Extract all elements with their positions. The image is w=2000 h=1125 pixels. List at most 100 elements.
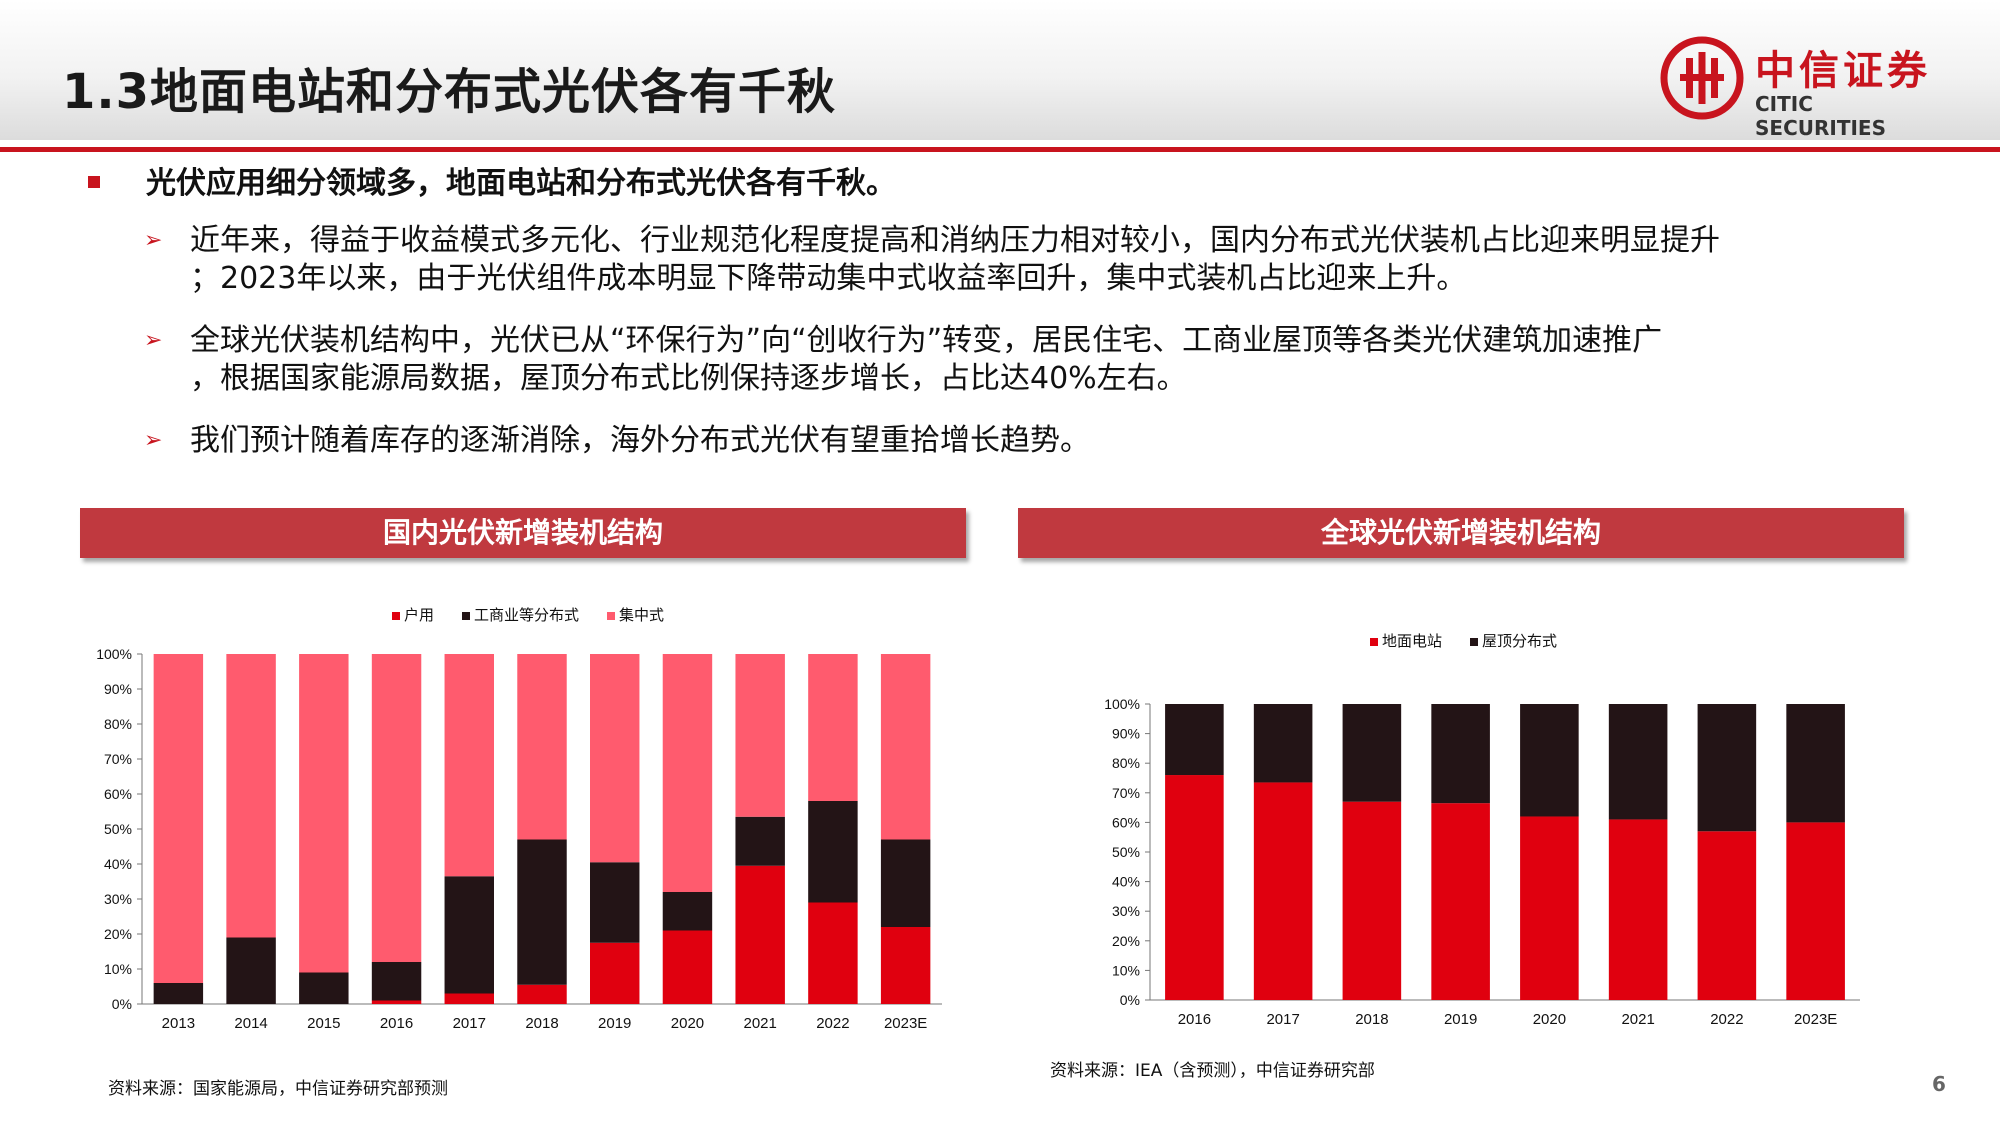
legend-swatch — [1470, 638, 1478, 646]
global-pv-chart: 地面电站 屋顶分布式 0% 10% 20% 30% 40% 50% 60% 70% 80% 90% 10… — [1104, 633, 1860, 1028]
legend-label: 工商业等分布式 — [474, 606, 579, 624]
page-number: 6 — [1932, 1072, 1946, 1096]
x-tick-label: 2014 — [234, 1015, 267, 1032]
bar-segment — [1253, 704, 1313, 783]
x-tick-label: 2020 — [671, 1015, 704, 1032]
bar-segment — [1431, 704, 1490, 804]
bar-segment — [1431, 803, 1490, 1000]
legend-swatch — [392, 612, 400, 620]
bar-segment — [880, 654, 931, 840]
y-tick-label: 60% — [104, 786, 132, 802]
bar-segment — [662, 892, 713, 931]
bar-segment — [299, 972, 349, 1004]
main-bullet: 光伏应用细分领域多，地面电站和分布式光伏各有千秋。 — [88, 158, 896, 202]
bar-segment — [444, 993, 494, 1004]
x-tick-label: 2013 — [162, 1015, 195, 1032]
bar-segment — [735, 654, 785, 817]
page-title: 1.3地面电站和分布式光伏各有千秋 — [62, 64, 837, 120]
sub-bullet-2: ➢ 全球光伏装机结构中，光伏已从“环保行为”向“创收行为”转变，居民住宅、工商业… — [144, 322, 1948, 398]
bar-segment — [1342, 704, 1402, 802]
bar-segment — [808, 902, 858, 1004]
y-tick-label: 100% — [1104, 696, 1140, 712]
y-tick-label: 40% — [104, 856, 132, 872]
bar-segment — [808, 801, 858, 903]
y-tick-label: 70% — [104, 751, 132, 767]
y-tick-label: 10% — [1112, 962, 1140, 978]
y-tick-label: 60% — [1112, 814, 1140, 830]
y-tick-label: 100% — [96, 646, 132, 662]
y-tick-label: 50% — [104, 821, 132, 837]
x-tick-label: 2019 — [598, 1015, 631, 1032]
bar-segment — [735, 816, 785, 866]
legend-swatch — [1370, 638, 1378, 646]
y-tick-label: 20% — [104, 926, 132, 942]
bar-segment — [1165, 775, 1224, 1000]
x-tick-label: 2019 — [1444, 1011, 1477, 1028]
x-tick-label: 2023E — [1794, 1011, 1837, 1028]
y-tick-label: 30% — [1112, 903, 1140, 919]
citic-emblem-icon — [1660, 36, 1744, 120]
sub-bullet-line: 近年来，得益于收益模式多元化、行业规范化程度提高和消纳压力相对较小，国内分布式光… — [190, 223, 1720, 258]
x-tick-label: 2016 — [380, 1015, 413, 1032]
left-source-note: 资料来源：国家能源局，中信证券研究部预测 — [108, 1079, 448, 1099]
arrow-bullet-icon: ➢ — [144, 228, 163, 253]
domestic-pv-chart: 户用 工商业等分布式 集中式 0% 10% 20% 30% 40% 50% 60% 70% 80% 90… — [96, 606, 942, 1032]
x-tick-label: 2021 — [743, 1015, 776, 1032]
right-source-note: 资料来源：IEA（含预测），中信证券研究部 — [1050, 1061, 1375, 1081]
sub-bullet-line: ；2023年以来，由于光伏组件成本明显下降带动集中式收益率回升，集中式装机占比迎… — [190, 261, 1467, 296]
bar-segment — [735, 865, 785, 1004]
legend-label: 屋顶分布式 — [1482, 633, 1557, 650]
sub-bullet-line: 我们预计随着库存的逐渐消除，海外分布式光伏有望重拾增长趋势。 — [190, 423, 1090, 458]
bar-segment — [1608, 704, 1668, 820]
y-tick-label: 80% — [1112, 755, 1140, 771]
bar-segment — [444, 654, 494, 877]
header-divider — [0, 147, 2000, 152]
legend-label: 地面电站 — [1382, 633, 1442, 650]
legend-label: 户用 — [404, 607, 434, 624]
bar-segment — [371, 962, 422, 1001]
x-tick-label: 2022 — [1710, 1011, 1743, 1028]
bar-segment — [1520, 704, 1579, 817]
x-tick-label: 2023E — [884, 1015, 927, 1032]
legend-swatch — [462, 612, 470, 620]
left-chart-title: 国内光伏新增装机结构 — [80, 508, 966, 558]
y-tick-label: 50% — [1112, 844, 1140, 860]
bar-segment — [517, 984, 567, 1004]
sub-bullet-line: ，根据国家能源局数据，屋顶分布式比例保持逐步增长，占比达40%左右。 — [190, 361, 1187, 396]
x-tick-label: 2015 — [307, 1015, 340, 1032]
x-tick-label: 2020 — [1533, 1011, 1566, 1028]
bar-segment — [590, 862, 640, 943]
x-tick-label: 2017 — [1266, 1011, 1299, 1028]
sub-bullet-line: 全球光伏装机结构中，光伏已从“环保行为”向“创收行为”转变，居民住宅、工商业屋顶… — [190, 323, 1663, 358]
y-tick-label: 10% — [104, 961, 132, 977]
bar-segment — [1165, 704, 1224, 776]
x-tick-label: 2017 — [453, 1015, 486, 1032]
bar-segment — [444, 876, 494, 994]
bar-segment — [808, 654, 858, 801]
bar-segment — [153, 983, 204, 1004]
y-tick-label: 40% — [1112, 874, 1140, 890]
right-chart-title: 全球光伏新增装机结构 — [1018, 508, 1904, 558]
main-bullet-text: 光伏应用细分领域多，地面电站和分布式光伏各有千秋。 — [146, 166, 896, 201]
x-tick-label: 2016 — [1178, 1011, 1211, 1028]
bar-segment — [226, 937, 276, 1004]
sub-bullet-1: ➢ 近年来，得益于收益模式多元化、行业规范化程度提高和消纳压力相对较小，国内分布… — [144, 222, 1948, 298]
citic-logo: 中信证券 CITIC SECURITIES — [1660, 36, 1940, 140]
bar-segment — [880, 839, 931, 927]
bar-segment — [1608, 819, 1668, 1000]
y-tick-label: 0% — [1120, 992, 1140, 1008]
x-tick-label: 2021 — [1621, 1011, 1654, 1028]
logo-cn-text: 中信证券 — [1755, 48, 1931, 94]
bar-segment — [371, 1000, 422, 1004]
logo-en-text: CITIC SECURITIES — [1755, 92, 1886, 140]
bar-segment — [662, 930, 713, 1004]
bar-segment — [662, 654, 713, 892]
bar-segment — [299, 654, 349, 973]
bar-segment — [517, 839, 567, 985]
bar-segment — [226, 654, 276, 938]
x-tick-label: 2018 — [1355, 1011, 1388, 1028]
bar-segment — [1697, 704, 1757, 832]
bar-segment — [1786, 704, 1845, 823]
bar-segment — [590, 942, 640, 1004]
bar-segment — [1697, 831, 1757, 1000]
